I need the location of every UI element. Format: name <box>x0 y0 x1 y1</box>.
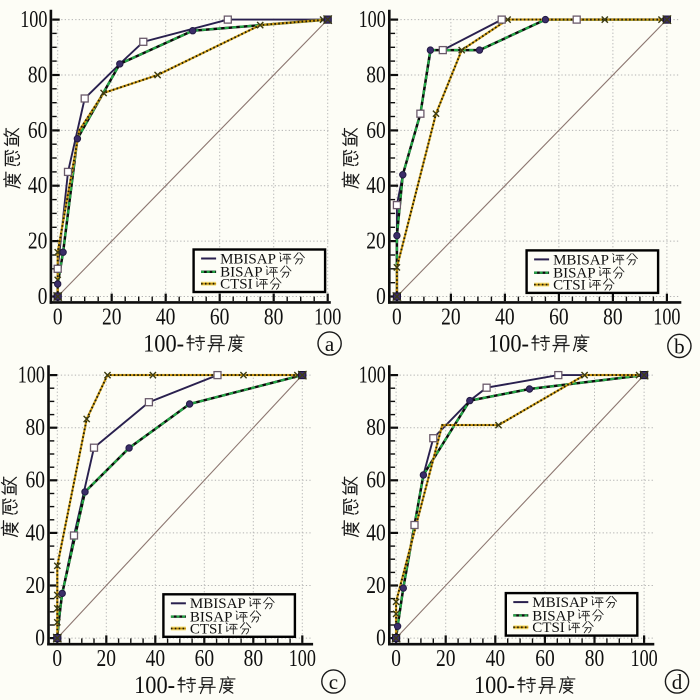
svg-text:CTSI: CTSI <box>190 621 223 637</box>
svg-text:60: 60 <box>26 468 46 494</box>
svg-text:40: 40 <box>486 646 506 672</box>
svg-text:c: c <box>329 670 338 694</box>
svg-text:40: 40 <box>28 173 48 199</box>
svg-text:100: 100 <box>359 7 386 33</box>
svg-text:60: 60 <box>535 646 555 672</box>
svg-text:0: 0 <box>376 626 386 652</box>
svg-text:100: 100 <box>18 363 45 389</box>
svg-text:CTSI: CTSI <box>553 278 586 294</box>
svg-text:40: 40 <box>26 520 46 546</box>
svg-text:MBISAP: MBISAP <box>220 251 276 267</box>
svg-text:0: 0 <box>376 284 386 310</box>
svg-text:80: 80 <box>264 304 284 330</box>
svg-text:CTSI: CTSI <box>220 277 253 293</box>
svg-text:80: 80 <box>26 415 46 441</box>
svg-text:20: 20 <box>366 573 386 599</box>
svg-text:20: 20 <box>97 646 117 672</box>
svg-text:100-: 100- <box>474 672 515 695</box>
svg-text:0: 0 <box>53 304 63 330</box>
svg-text:MBISAP: MBISAP <box>532 595 588 611</box>
svg-text:40: 40 <box>146 646 166 672</box>
svg-text:BISAP: BISAP <box>190 610 233 626</box>
svg-text:20: 20 <box>102 304 122 330</box>
svg-text:40: 40 <box>366 520 386 546</box>
svg-text:80: 80 <box>603 304 623 330</box>
svg-text:100-: 100- <box>134 672 175 695</box>
svg-text:60: 60 <box>366 118 386 144</box>
svg-text:BISAP: BISAP <box>532 608 575 624</box>
svg-text:100-: 100- <box>143 330 184 357</box>
svg-text:d: d <box>672 670 683 694</box>
svg-text:0: 0 <box>391 646 401 672</box>
svg-text:0: 0 <box>35 626 45 652</box>
svg-text:100-: 100- <box>488 330 529 357</box>
svg-text:100: 100 <box>314 304 341 330</box>
svg-text:60: 60 <box>195 646 215 672</box>
svg-text:100: 100 <box>359 363 386 389</box>
svg-text:20: 20 <box>436 646 456 672</box>
svg-text:a: a <box>325 332 335 356</box>
svg-text:60: 60 <box>549 304 569 330</box>
svg-text:20: 20 <box>366 229 386 255</box>
svg-text:20: 20 <box>441 304 461 330</box>
svg-text:BISAP: BISAP <box>553 266 596 282</box>
svg-text:40: 40 <box>156 304 176 330</box>
svg-text:80: 80 <box>28 62 48 88</box>
svg-text:60: 60 <box>366 468 386 494</box>
svg-text:b: b <box>674 334 685 358</box>
svg-text:40: 40 <box>366 173 386 199</box>
svg-text:100: 100 <box>653 304 680 330</box>
svg-text:60: 60 <box>210 304 230 330</box>
svg-text:20: 20 <box>26 573 46 599</box>
svg-text:BISAP: BISAP <box>220 265 263 281</box>
svg-text:100: 100 <box>631 646 658 672</box>
svg-text:0: 0 <box>38 284 48 310</box>
svg-text:60: 60 <box>28 118 48 144</box>
svg-text:80: 80 <box>366 415 386 441</box>
svg-text:MBISAP: MBISAP <box>553 252 609 268</box>
svg-text:80: 80 <box>366 62 386 88</box>
svg-text:100: 100 <box>20 7 47 33</box>
svg-text:CTSI: CTSI <box>532 620 565 636</box>
svg-text:40: 40 <box>495 304 514 330</box>
svg-text:80: 80 <box>244 646 264 672</box>
svg-text:80: 80 <box>585 646 605 672</box>
svg-text:20: 20 <box>28 229 48 255</box>
svg-text:100: 100 <box>289 646 316 672</box>
svg-text:MBISAP: MBISAP <box>190 596 246 612</box>
svg-text:0: 0 <box>52 646 62 672</box>
svg-text:0: 0 <box>392 304 402 330</box>
